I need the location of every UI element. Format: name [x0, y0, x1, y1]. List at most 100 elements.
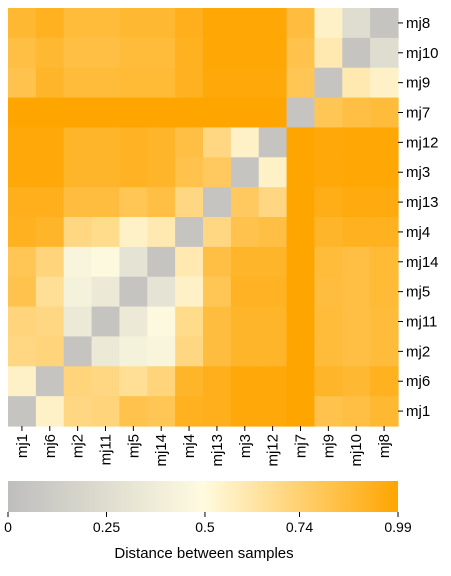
heatmap-cell [230, 67, 260, 99]
heatmap-cell [175, 187, 204, 218]
heatmap-cell [230, 127, 260, 158]
heatmap-cell [230, 396, 260, 427]
heatmap-cell [175, 157, 204, 188]
heatmap-cell [203, 276, 232, 308]
heatmap-cell [175, 396, 204, 427]
heatmap-cell [8, 246, 37, 278]
heatmap-cell [8, 37, 37, 69]
heatmap-cell [147, 366, 176, 397]
heatmap-cell [314, 97, 343, 129]
heatmap-cell [63, 396, 93, 427]
row-label: mj4 [406, 224, 430, 241]
heatmap-cell [286, 157, 316, 188]
heatmap-cell [258, 8, 288, 39]
heatmap-cell [175, 97, 204, 129]
colorbar-tick-label: 0.74 [286, 519, 313, 535]
heatmap-cell [63, 336, 93, 367]
heatmap-cell [8, 97, 37, 129]
colorbar-tick-label: 0.25 [93, 519, 120, 535]
heatmap-cell [342, 67, 371, 99]
heatmap-cell [119, 246, 148, 278]
heatmap-cell [147, 187, 176, 218]
row-label: mj6 [406, 373, 430, 390]
heatmap-cell [370, 127, 399, 158]
heatmap-cell [258, 187, 288, 218]
heatmap-cell [119, 306, 148, 338]
heatmap-cell [63, 306, 93, 338]
heatmap-cell [342, 187, 371, 218]
column-label: mj11 [98, 434, 115, 465]
heatmap-cell [175, 67, 204, 99]
row-label: mj13 [406, 194, 439, 211]
heatmap-cell [203, 157, 232, 188]
colorbar-ticks: 0 0.25 0.5 0.74 0.99 [4, 512, 412, 535]
heatmap-cell [119, 336, 148, 367]
heatmap-cell [63, 246, 93, 278]
row-label: mj5 [406, 284, 430, 301]
heatmap-cell [119, 8, 148, 39]
column-label: mj4 [181, 434, 198, 458]
row-labels: mj8 mj10 mj9 mj7 mj12 mj3 mj13 mj4 mj14 mj5 mj11 mj… [398, 15, 439, 420]
heatmap-cell [175, 8, 204, 39]
heatmap-cell [203, 217, 232, 248]
heatmap-cell [63, 217, 93, 248]
heatmap-cell [175, 306, 204, 338]
heatmap-cell [342, 396, 371, 427]
heatmap-cell [119, 97, 148, 129]
heatmap-cell [91, 217, 121, 248]
heatmap-cell [175, 366, 204, 397]
heatmap-cell [91, 306, 121, 338]
row-label: mj2 [406, 343, 430, 360]
heatmap-cell [119, 187, 148, 218]
heatmap-cell [286, 276, 316, 308]
heatmap-cell [314, 217, 343, 248]
heatmap-cell [370, 8, 399, 39]
heatmap-cell [203, 8, 232, 39]
heatmap-cell [63, 97, 93, 129]
heatmap-cell [8, 336, 37, 367]
heatmap-cell [63, 67, 93, 99]
heatmap-cell [370, 306, 399, 338]
heatmap-cell [91, 366, 121, 397]
heatmap-cell [119, 157, 148, 188]
colorbar-title: Distance between samples [114, 545, 293, 562]
heatmap-cell [286, 37, 316, 69]
heatmap-cell [203, 187, 232, 218]
column-label: mj7 [293, 434, 310, 458]
heatmap-cell [370, 67, 399, 99]
heatmap-cell [35, 306, 65, 338]
heatmap-cell [91, 157, 121, 188]
heatmap-cell [286, 306, 316, 338]
heatmap-cell [91, 336, 121, 367]
column-label: mj1 [14, 434, 31, 458]
heatmap-cell [91, 246, 121, 278]
heatmap-cell [35, 336, 65, 367]
heatmap-cell [203, 127, 232, 158]
heatmap-cell [175, 336, 204, 367]
heatmap-cell [342, 217, 371, 248]
heatmap-cell [63, 276, 93, 308]
row-label: mj7 [406, 105, 430, 122]
heatmap-cell [147, 157, 176, 188]
column-label: mj13 [209, 434, 226, 467]
heatmap-cell [230, 97, 260, 129]
heatmap-cell [147, 8, 176, 39]
heatmap-cell [258, 396, 288, 427]
heatmap-cell [342, 306, 371, 338]
colorbar-tick-label: 0 [4, 519, 12, 535]
heatmap-cell [35, 157, 65, 188]
column-label: mj2 [70, 434, 87, 458]
heatmap-cell [230, 336, 260, 367]
heatmap-cell [8, 8, 37, 39]
heatmap-cell [314, 187, 343, 218]
heatmap-cell [35, 8, 65, 39]
heatmap-cell [203, 37, 232, 69]
heatmap-cell [119, 396, 148, 427]
heatmap-cell [314, 366, 343, 397]
heatmap-cell [91, 97, 121, 129]
heatmap-cell [230, 157, 260, 188]
heatmap-cell [314, 336, 343, 367]
row-label: mj1 [406, 403, 430, 420]
heatmap-cell [258, 276, 288, 308]
